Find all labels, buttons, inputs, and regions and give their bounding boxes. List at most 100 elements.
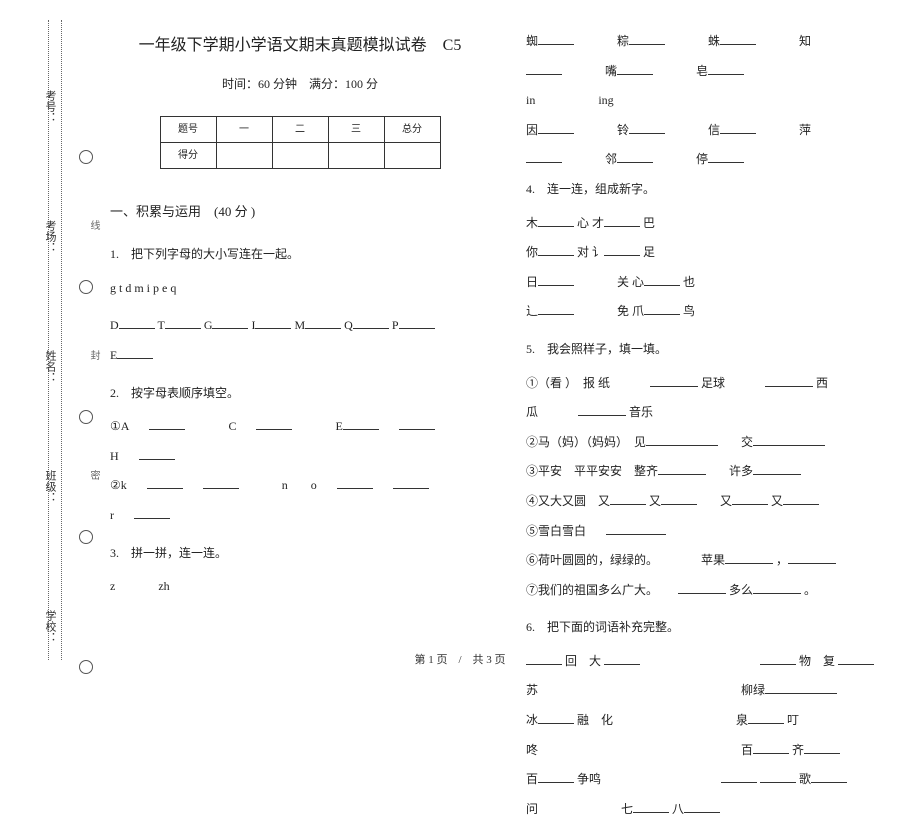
cap-M: M <box>294 318 305 332</box>
blank <box>678 582 726 594</box>
blank <box>212 317 248 329</box>
blank <box>538 215 574 227</box>
score-cell <box>272 143 328 169</box>
blank <box>708 151 744 163</box>
q3-row3: 嘴 皂 <box>526 58 906 86</box>
score-cell <box>328 143 384 169</box>
q6-l3d: 叮 <box>787 713 799 727</box>
blank <box>684 801 720 813</box>
q6-l2b: 柳绿 <box>741 683 765 697</box>
cap-T: T <box>157 318 164 332</box>
q3-z: z <box>110 579 115 593</box>
q1-caps-row2: E <box>110 342 490 370</box>
q5-l4: ③平安 平平安安 整齐 许多 <box>526 458 906 486</box>
q6-l5b: 争鸣 <box>577 772 601 786</box>
q2-title: 2. 按字母表顺序填空。 <box>110 380 490 408</box>
blank <box>633 801 669 813</box>
q2-line1: ①A C E <box>110 413 490 441</box>
q5-l1c: 西 <box>816 376 828 390</box>
blank <box>801 682 837 694</box>
q2-mark2: ②k <box>110 478 127 492</box>
blank <box>617 63 653 75</box>
q4-l4: 辶 免 爪 鸟 <box>526 298 906 326</box>
q6-l4b: 百 <box>741 743 753 757</box>
q4-xincai: 心 才 <box>577 216 604 230</box>
q3-zui: 嘴 <box>605 64 617 78</box>
q4-l3: 日 关 心 也 <box>526 269 906 297</box>
th-one: 一 <box>216 117 272 143</box>
blank <box>538 244 574 256</box>
q4-niao: 鸟 <box>683 304 695 318</box>
blank <box>629 33 665 45</box>
q3-row1: z zh <box>110 573 490 601</box>
q2-o: o <box>311 478 317 492</box>
blank <box>399 418 435 430</box>
blank <box>538 122 574 134</box>
binding-circle-icon <box>79 530 93 544</box>
blank <box>610 493 646 505</box>
q5-l7a: ⑥荷叶圆圆的，绿绿的。 <box>526 553 658 567</box>
blank <box>149 418 185 430</box>
q3-zhi2: 知 <box>799 34 811 48</box>
q2-C: C <box>228 419 236 433</box>
margin-label-xingming: 姓名： <box>42 350 58 383</box>
q5-l8b: 多么 <box>729 583 753 597</box>
q5-l5a: ④又大又圆 又 <box>526 494 610 508</box>
q1-lower-letters: g t d m i p e q <box>110 275 490 303</box>
q6-l2a: 苏 <box>526 683 538 697</box>
q5-l2b: 音乐 <box>629 405 653 419</box>
section-heading-1: 一、积累与运用 (40 分 ) <box>110 197 490 227</box>
q4-guanxin: 关 心 <box>617 275 644 289</box>
q6-l6: 问 七 八 <box>526 796 906 824</box>
th-tihao: 题号 <box>160 117 216 143</box>
fold-label-xian: 线 <box>86 220 101 230</box>
blank <box>658 463 706 475</box>
q5-l3b: 交 <box>741 435 753 449</box>
question-4: 4. 连一连，组成新字。 木 心 才 巴 你 对 讠 足 日 关 心 也 辶 免… <box>526 176 906 326</box>
blank <box>337 477 373 489</box>
q2-mark1: ①A <box>110 419 129 433</box>
q5-l5c: 又 <box>720 494 732 508</box>
score-cell <box>216 143 272 169</box>
q5-l5: ④又大又圆 又 又 又 又 <box>526 488 906 516</box>
q3-xin: 信 <box>708 123 720 137</box>
q6-l4c: 齐 <box>792 743 804 757</box>
blank <box>117 347 153 359</box>
blank <box>783 493 819 505</box>
q4-duiyan: 对 讠 <box>577 245 604 259</box>
th-two: 二 <box>272 117 328 143</box>
margin-label-kaochang: 考场： <box>42 220 58 253</box>
q6-l4a: 咚 <box>526 743 538 757</box>
question-6: 6. 把下面的词语补充完整。 回 大 物 复 苏 柳绿 冰 融 化 泉 叮 咚 … <box>526 614 906 823</box>
q6-l4: 咚 百 齐 <box>526 737 906 765</box>
q6-l6b: 七 <box>621 802 633 816</box>
cap-E: E <box>110 348 117 362</box>
blank <box>721 771 757 783</box>
blank <box>760 771 796 783</box>
margin-label-kaohao: 考号： <box>42 90 58 123</box>
blank <box>765 375 813 387</box>
cap-Q: Q <box>344 318 353 332</box>
q5-l3a: ②马（妈）（妈妈） 见 <box>526 435 646 449</box>
q4-zu: 足 <box>643 245 655 259</box>
blank <box>753 582 801 594</box>
q1-caps-row: D T G I M Q P <box>110 312 490 340</box>
q3-yin: 因 <box>526 123 538 137</box>
score-table: 题号 一 二 三 总分 得分 <box>160 116 441 169</box>
q4-l1: 木 心 才 巴 <box>526 210 906 238</box>
blank <box>526 63 562 75</box>
blank <box>629 122 665 134</box>
blank <box>538 33 574 45</box>
q4-l2: 你 对 讠 足 <box>526 239 906 267</box>
blank <box>604 215 640 227</box>
q3-title: 3. 拼一拼，连一连。 <box>110 540 490 568</box>
blank <box>644 303 680 315</box>
blank <box>765 682 801 694</box>
margin-label-xuexiao: 学校： <box>42 610 58 643</box>
q5-l8: ⑦我们的祖国多么广大。 多么 。 <box>526 577 906 605</box>
q2-r: r <box>110 508 114 522</box>
th-three: 三 <box>328 117 384 143</box>
q2-H: H <box>110 449 119 463</box>
blank <box>753 434 789 446</box>
q3-zong: 粽 <box>617 34 629 48</box>
